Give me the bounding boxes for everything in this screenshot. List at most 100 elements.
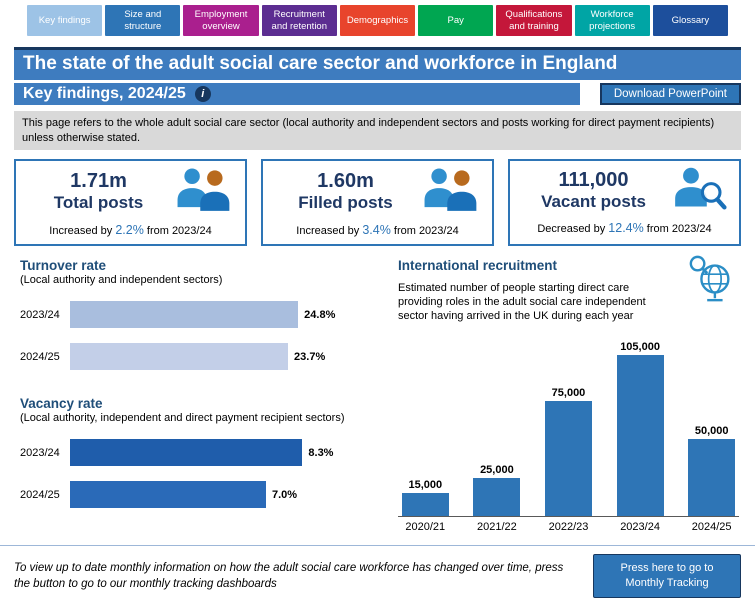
tab-recruitment-and-retention[interactable]: Recruitment and retention <box>261 5 337 36</box>
turnover-bar-row: 2024/25 23.7% <box>20 343 392 371</box>
stat-card-top: 111,000 Vacant posts <box>518 166 731 215</box>
download-powerpoint-button[interactable]: Download PowerPoint <box>599 83 741 105</box>
bar-slot: 105,000 <box>613 341 668 517</box>
rates-column: Turnover rate (Local authority and indep… <box>0 258 392 533</box>
bar-track: 23.7% <box>70 343 392 371</box>
bar-value-label: 75,000 <box>551 387 586 400</box>
international-chart-description: Estimated number of people starting dire… <box>398 282 646 323</box>
stat-card-filled-posts: 1.60m Filled posts Increased by 3.4% fro… <box>261 159 494 247</box>
info-icon[interactable]: i <box>194 86 211 102</box>
vacant-posts-value: 111,000 <box>558 169 629 192</box>
tab-employment-overview[interactable]: Employment overview <box>183 5 259 36</box>
vacant-posts-label: Vacant posts <box>541 192 646 212</box>
bar-slot: 75,000 <box>541 387 596 517</box>
vacancy-bar-row: 2023/24 8.3% <box>20 439 392 467</box>
vacancy-bar-row: 2024/25 7.0% <box>20 481 392 509</box>
change-suffix: from 2023/24 <box>390 225 459 238</box>
vacancy-chart-subtitle: (Local authority, independent and direct… <box>20 412 345 425</box>
category-label: 2024/25 <box>20 350 60 363</box>
globe-magnifier-icon <box>687 254 737 309</box>
change-value: 2.2% <box>115 223 144 238</box>
category-label: 2023/24 <box>20 446 60 459</box>
international-bar-chart: 15,000 25,000 75,000 105,000 50,000 <box>398 333 739 518</box>
stat-values: 1.60m Filled posts <box>271 169 420 213</box>
tab-pay[interactable]: Pay <box>418 5 494 36</box>
monthly-tracking-button[interactable]: Press here to go to Monthly Tracking <box>593 554 741 598</box>
bar-2022-23 <box>544 401 592 517</box>
tab-glossary[interactable]: Glossary <box>652 5 728 36</box>
bar-value-label: 25,000 <box>480 464 514 477</box>
scope-disclaimer: This page refers to the whole adult soci… <box>14 111 741 151</box>
vacancy-bar-2024-25 <box>70 481 266 509</box>
bar-slot: 50,000 <box>684 425 739 517</box>
change-suffix: from 2023/24 <box>143 225 212 238</box>
page-subtitle: Key findings, 2024/25 <box>23 85 186 102</box>
tab-size-and-structure[interactable]: Size and structure <box>105 5 181 36</box>
stat-values: 1.71m Total posts <box>24 169 173 213</box>
axis-label: 2022/23 <box>548 521 589 534</box>
subtitle-bar: Key findings, 2024/25 i <box>14 83 580 105</box>
bar-slot: 25,000 <box>470 464 525 517</box>
bar-value-label: 105,000 <box>620 341 660 354</box>
change-suffix: from 2023/24 <box>643 223 712 236</box>
bar-2024-25 <box>688 439 736 517</box>
turnover-bar-row: 2023/24 24.8% <box>20 301 392 329</box>
turnover-chart-title: Turnover rate <box>20 258 107 274</box>
tab-workforce-projections[interactable]: Workforce projections <box>574 5 650 36</box>
top-nav: Key findings Size and structure Employme… <box>0 0 755 36</box>
vacant-posts-change: Decreased by 12.4% from 2023/24 <box>518 221 731 235</box>
person-magnifier-icon <box>669 166 731 215</box>
change-value: 3.4% <box>362 223 391 238</box>
bar-value-label: 15,000 <box>408 479 443 492</box>
bar-slot: 15,000 <box>398 479 453 517</box>
axis-label: 2020/21 <box>405 521 446 534</box>
change-prefix: Increased by <box>296 225 363 238</box>
vacancy-section: Vacancy rate (Local authority, independe… <box>20 396 392 509</box>
stat-cards-row: 1.71m Total posts Increased by 2.2% from… <box>14 159 741 247</box>
turnover-chart-subtitle: (Local authority and independent sectors… <box>20 274 223 287</box>
x-axis-labels: 2020/21 2021/22 2022/23 2023/24 2024/25 <box>398 521 739 533</box>
page-title: The state of the adult social care secto… <box>14 47 741 80</box>
turnover-bar-2023-24 <box>70 301 299 329</box>
total-posts-change: Increased by 2.2% from 2023/24 <box>24 223 237 237</box>
bar-value-label: 50,000 <box>694 425 729 438</box>
vacancy-chart-title: Vacancy rate <box>20 396 103 412</box>
change-prefix: Increased by <box>49 225 116 238</box>
total-posts-label: Total posts <box>53 193 144 213</box>
footer: To view up to date monthly information o… <box>0 545 755 608</box>
vacancy-bar-2023-24 <box>70 439 303 467</box>
turnover-bar-2024-25 <box>70 343 289 371</box>
axis-label: 2021/22 <box>477 521 517 534</box>
bar-2021-22 <box>473 478 521 517</box>
tab-demographics[interactable]: Demographics <box>339 5 416 36</box>
bar-track: 24.8% <box>70 301 392 329</box>
international-recruitment-section: International recruitment Estimated numb… <box>392 255 755 533</box>
stat-card-top: 1.60m Filled posts <box>271 166 484 217</box>
bar-value-label: 23.7% <box>294 350 326 363</box>
filled-posts-change: Increased by 3.4% from 2023/24 <box>271 223 484 237</box>
axis-label: 2024/25 <box>691 521 732 534</box>
stat-card-top: 1.71m Total posts <box>24 166 237 217</box>
bar-2020-21 <box>401 493 449 517</box>
axis-label: 2023/24 <box>620 521 660 534</box>
total-posts-value: 1.71m <box>70 170 127 193</box>
tab-key-findings[interactable]: Key findings <box>27 5 103 36</box>
category-label: 2023/24 <box>20 308 60 321</box>
filled-posts-label: Filled posts <box>298 193 393 213</box>
stat-values: 111,000 Vacant posts <box>518 168 669 212</box>
change-value: 12.4% <box>608 221 644 236</box>
charts-region: Turnover rate (Local authority and indep… <box>0 255 755 533</box>
bar-2023-24 <box>616 355 664 517</box>
stat-card-total-posts: 1.71m Total posts Increased by 2.2% from… <box>14 159 247 247</box>
bar-value-label: 24.8% <box>304 308 336 321</box>
bar-value-label: 8.3% <box>308 446 334 459</box>
international-chart-title: International recruitment <box>398 258 558 274</box>
subtitle-row: Key findings, 2024/25 i Download PowerPo… <box>14 83 741 105</box>
two-people-icon <box>173 166 237 217</box>
bar-track: 8.3% <box>70 439 392 467</box>
two-people-icon <box>420 166 484 217</box>
tab-qualifications-and-training[interactable]: Qualifications and training <box>496 5 572 36</box>
bar-track: 7.0% <box>70 481 392 509</box>
bar-value-label: 7.0% <box>272 488 298 501</box>
